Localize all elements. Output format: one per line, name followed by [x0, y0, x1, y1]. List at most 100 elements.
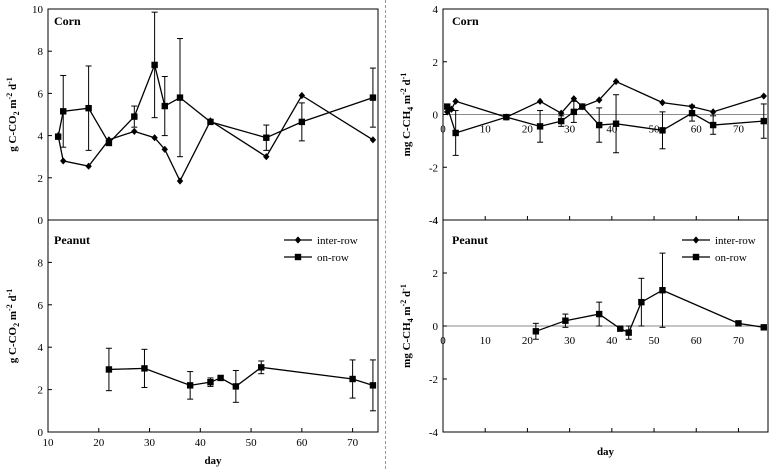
series-on-row: [532, 252, 767, 340]
data-point: [151, 61, 158, 69]
x-tick-label: 60: [691, 335, 703, 347]
data-point: [131, 113, 138, 120]
data-point: [532, 328, 540, 335]
legend-label: on-row: [317, 252, 349, 264]
legend: inter-row on-row: [682, 235, 756, 264]
x-tick-label: 30: [564, 124, 576, 136]
data-point: [131, 127, 138, 135]
x-tick-label: 0: [440, 124, 446, 136]
legend-label: on-row: [715, 252, 747, 264]
data-point: [760, 324, 767, 331]
y-tick-label: 2: [38, 385, 44, 397]
plot-frame: [47, 219, 379, 433]
data-point: [503, 113, 510, 121]
data-point: [161, 102, 168, 110]
peanut-co2-panel: 0 2 4 6 8 10 20 30 40 50 60 70 Peanut g C-CO2 m-2 d-1…: [5, 219, 379, 467]
series-on-row: [54, 11, 377, 158]
data-point: [105, 139, 113, 147]
y-tick-label: 4: [433, 215, 439, 227]
data-point: [557, 109, 565, 117]
x-tick-label: 70: [733, 124, 745, 136]
data-point: [232, 383, 240, 390]
y-tick-label: 8: [38, 46, 44, 58]
y-tick-label: 4: [38, 342, 44, 354]
data-point: [263, 134, 270, 141]
corn-co2-panel: 0 2 4 6 8 10 Corn g C-CO2 m-2 d-1: [5, 4, 379, 227]
x-tick-label: 40: [606, 335, 618, 347]
data-point: [186, 382, 194, 389]
data-point: [444, 103, 451, 110]
data-point: [557, 117, 565, 125]
panel-title: Peanut: [452, 233, 488, 247]
x-tick-label: 30: [144, 437, 156, 449]
y-tick-label: 2: [38, 173, 44, 185]
series-line: [108, 366, 374, 388]
x-tick-label: 20: [522, 124, 534, 136]
data-point: [595, 310, 603, 318]
data-point: [570, 95, 578, 103]
data-point: [105, 366, 113, 373]
data-point: [709, 121, 717, 129]
y-tick-label: 8: [38, 257, 44, 269]
data-point: [638, 298, 645, 306]
data-point: [570, 108, 578, 116]
y-tick-label: -4: [429, 215, 439, 227]
y-tick-label: 0: [433, 110, 439, 122]
x-tick-label: 10: [480, 124, 492, 136]
y-axis-label: g C-CO2 m-2 d-1: [5, 77, 21, 152]
data-point: [369, 136, 377, 144]
x-axis-label: day: [597, 446, 615, 458]
data-point: [452, 97, 459, 105]
series-on-row: [444, 94, 767, 156]
data-point: [207, 118, 214, 126]
y-tick-label: 0: [38, 215, 44, 227]
data-point: [85, 104, 92, 112]
data-point: [760, 117, 767, 125]
x-tick-label: 20: [93, 437, 105, 449]
y-tick-label: 6: [38, 300, 44, 312]
series-line: [57, 62, 374, 145]
data-point: [688, 109, 696, 117]
y-tick-label: 4: [433, 4, 439, 16]
legend-marker: [294, 253, 302, 261]
data-point: [709, 108, 717, 116]
y-tick-label: 4: [38, 131, 44, 143]
panel-divider: [385, 0, 386, 469]
x-tick-label: 10: [43, 437, 55, 449]
data-point: [176, 94, 184, 101]
series-line: [446, 80, 764, 118]
data-point: [659, 287, 666, 294]
x-tick-label: 70: [347, 437, 359, 449]
panel-title: Corn: [452, 14, 479, 28]
x-tick-label: 30: [564, 335, 576, 347]
data-point: [161, 145, 168, 153]
data-point: [579, 103, 586, 110]
x-tick-label: 60: [691, 124, 703, 136]
y-tick-label: -4: [429, 427, 439, 439]
legend-label: inter-row: [317, 235, 358, 247]
data-point: [60, 157, 67, 165]
x-tick-label: 10: [480, 335, 492, 347]
plot-frame: [47, 8, 379, 221]
y-axis-label: mg C-CH4 m-2 d-1: [399, 73, 415, 157]
series-on-row: [105, 347, 377, 412]
x-tick-label: 0: [440, 335, 446, 347]
data-point: [659, 127, 666, 134]
x-tick-label: 40: [195, 437, 207, 449]
data-point: [612, 77, 620, 86]
data-point: [536, 97, 544, 105]
data-point: [298, 118, 306, 126]
data-point: [625, 329, 632, 336]
data-point: [176, 177, 184, 185]
data-point: [85, 162, 92, 170]
data-point: [617, 325, 624, 332]
x-tick-label: 20: [522, 335, 534, 347]
data-point: [452, 129, 459, 137]
data-point: [298, 91, 306, 100]
data-point: [595, 96, 603, 104]
y-axis-label: g C-CO2 m-2 d-1: [5, 289, 21, 364]
y-tick-label: -2: [429, 162, 438, 174]
legend-marker: [294, 236, 302, 244]
